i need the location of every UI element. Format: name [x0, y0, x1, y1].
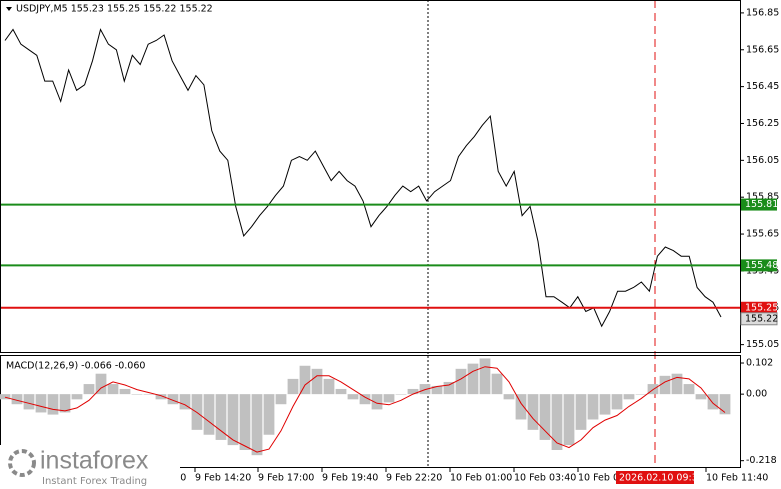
y-tick-label: 155.05 — [746, 339, 779, 350]
macd-bar — [659, 375, 671, 395]
macd-bar — [275, 394, 287, 405]
macd-bar — [407, 388, 419, 395]
level-label: 155.81 — [745, 199, 778, 210]
x-tick-label: 10 Feb 01:00 — [450, 473, 512, 484]
macd-bar — [167, 394, 179, 405]
y-tick-label: 156.65 — [746, 44, 779, 55]
last-price-box — [740, 312, 778, 326]
cursor-label-box — [616, 471, 694, 484]
y-tick-label: 155.65 — [746, 229, 779, 240]
macd-bar — [335, 388, 347, 395]
macd-bar — [287, 378, 299, 395]
macd-bar — [551, 394, 563, 450]
macd-bar — [623, 394, 635, 400]
macd-bar — [323, 378, 335, 395]
macd-bar — [203, 394, 215, 435]
x-tick-label: 9 Feb 14:20 — [195, 473, 251, 484]
macd-bar — [695, 394, 707, 400]
macd-bar — [71, 394, 83, 400]
macd-bar — [155, 394, 167, 400]
macd-bar — [299, 365, 311, 395]
macd-bar — [59, 394, 71, 413]
y-tick-label: -0.218 — [746, 455, 777, 466]
macd-bar — [107, 384, 119, 395]
x-tick-label: 9 Feb 17:00 — [258, 473, 314, 484]
macd-bar — [527, 394, 539, 430]
macd-bar — [239, 394, 251, 450]
y-tick-label: 156.45 — [746, 81, 779, 92]
macd-bar — [35, 394, 47, 413]
macd-bar — [563, 394, 575, 446]
macd-bar — [479, 358, 491, 395]
signal-line — [4, 366, 726, 453]
watermark-brand: instaforex — [40, 447, 149, 475]
x-tick-label: 10 Feb 06:20 — [578, 473, 640, 484]
collapse-icon — [6, 7, 12, 11]
y-tick-label: 156.85 — [746, 7, 779, 18]
macd-bar — [443, 381, 455, 395]
macd-bar — [227, 394, 239, 446]
macd-bar — [635, 394, 647, 395]
macd-title: MACD(12,26,9) -0.066 -0.060 — [6, 361, 145, 372]
y-tick-label: 0.102 — [746, 358, 773, 369]
y-tick-label: 0.00 — [746, 389, 767, 400]
macd-bar — [719, 394, 731, 415]
macd-bar — [95, 373, 107, 395]
price-title: USDJPY,M5 155.23 155.25 155.22 155.22 — [16, 4, 213, 15]
macd-bar — [119, 388, 131, 395]
level-label: 155.25 — [745, 302, 778, 313]
macd-bar — [575, 394, 587, 430]
watermark-icon — [8, 449, 36, 477]
y-tick-label: 155.85 — [746, 192, 779, 203]
macd-bar — [515, 394, 527, 420]
macd-bar — [251, 394, 263, 456]
watermark-bg — [0, 445, 180, 489]
macd-bar — [539, 394, 551, 440]
macd-bar — [599, 394, 611, 415]
macd-bar — [395, 394, 407, 395]
macd-bar — [83, 384, 95, 395]
level-label-box — [741, 301, 777, 314]
level-label-box — [741, 198, 777, 211]
macd-bar — [347, 394, 359, 400]
macd-bar — [359, 394, 371, 405]
x-tick-label: 9 Feb 22:20 — [386, 473, 442, 484]
macd-bar — [467, 363, 479, 395]
cursor-label: 2026.02.10 09:30 — [619, 473, 704, 484]
macd-bar — [179, 394, 191, 410]
macd-bar — [671, 373, 683, 395]
macd-bar — [131, 394, 143, 395]
macd-bar — [611, 394, 623, 410]
price-line — [4, 28, 722, 328]
macd-pane — [0, 355, 741, 468]
macd-bar — [47, 394, 59, 415]
macd-bar — [263, 394, 275, 435]
macd-bar — [587, 394, 599, 420]
y-tick-label: 156.05 — [746, 155, 779, 166]
y-tick-label: 156.25 — [746, 118, 779, 129]
watermark-tagline: Instant Forex Trading — [42, 476, 147, 487]
x-tick-label: 10 Feb 11:40 — [706, 473, 768, 484]
macd-bar — [683, 384, 695, 395]
macd-bar — [11, 394, 23, 405]
level-label: 155.48 — [745, 260, 778, 271]
macd-bar — [707, 394, 719, 410]
macd-bar — [383, 394, 395, 403]
macd-bar — [431, 385, 443, 395]
price-pane — [0, 0, 741, 353]
last-price-label: 155.22 — [745, 313, 778, 324]
macd-bar — [23, 394, 35, 410]
macd-bar — [503, 394, 515, 400]
level-label-box — [741, 259, 777, 272]
macd-bar — [371, 394, 383, 410]
macd-bar — [491, 373, 503, 395]
x-tick-label: 10 Feb 03:40 — [514, 473, 576, 484]
macd-bar — [143, 394, 155, 395]
macd-bar — [311, 368, 323, 395]
macd-bar — [455, 368, 467, 395]
macd-bar — [215, 394, 227, 440]
x-tick-label: 9 Feb 19:40 — [322, 473, 378, 484]
